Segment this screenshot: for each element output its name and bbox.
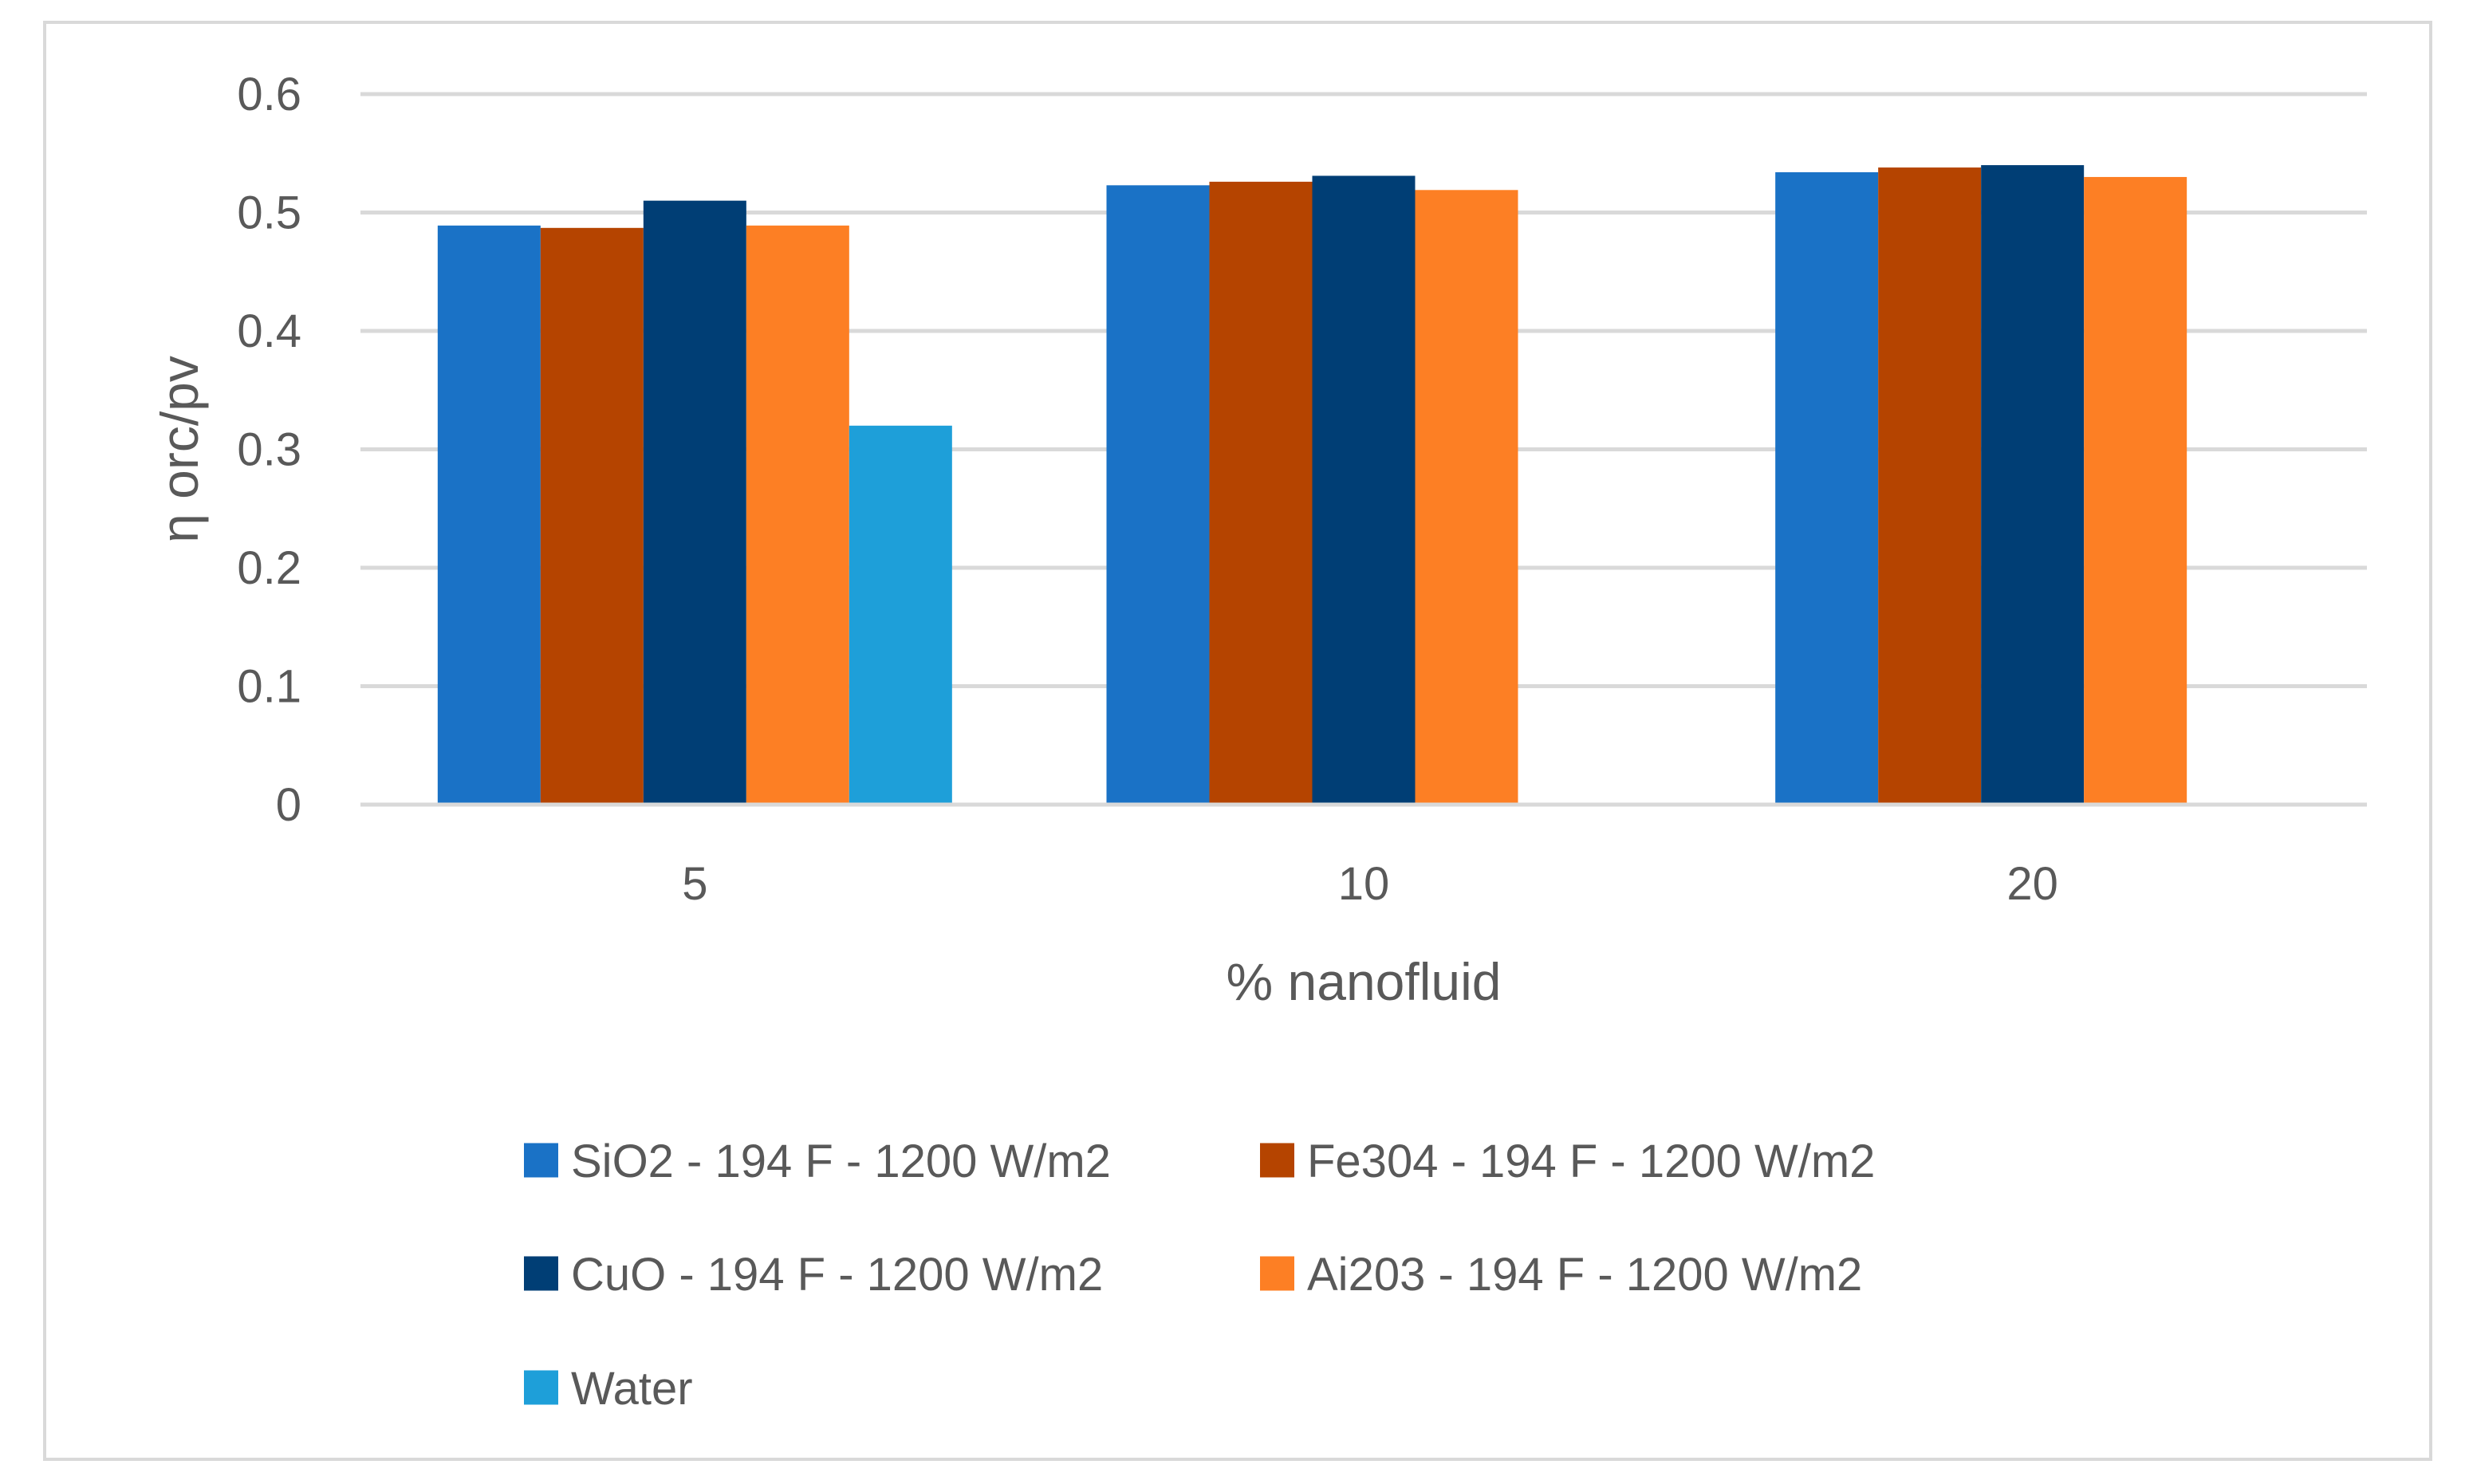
x-tick-label: 5 [682, 858, 707, 910]
bar [1981, 165, 2085, 805]
x-tick-label: 20 [2006, 858, 2058, 910]
y-tick-label: 0.3 [237, 424, 301, 476]
bar [849, 425, 952, 805]
legend-swatch [524, 1143, 558, 1178]
legend-label: SiO2 - 194 F - 1200 W/m2 [571, 1136, 1111, 1187]
bar [1415, 190, 1518, 805]
legend-swatch [524, 1370, 558, 1405]
y-tick-label: 0.6 [237, 69, 301, 120]
bar [1209, 181, 1313, 805]
legend-label: Fe304 - 194 F - 1200 W/m2 [1307, 1136, 1875, 1187]
legend-label: Ai203 - 194 F - 1200 W/m2 [1307, 1249, 1862, 1301]
y-tick-label: 0 [276, 779, 301, 831]
bar [643, 200, 746, 805]
y-tick-label: 0.5 [237, 187, 301, 239]
bar [746, 225, 849, 805]
legend-swatch [1260, 1143, 1294, 1178]
bars [437, 165, 2187, 805]
legend-label: CuO - 194 F - 1200 W/m2 [571, 1249, 1103, 1301]
bar [2084, 176, 2187, 805]
x-axis-title: % nanofluid [1227, 952, 1502, 1011]
bar [1106, 185, 1210, 805]
bar [1775, 172, 1879, 805]
y-tick-label: 0.1 [237, 661, 301, 713]
y-tick-label: 0.2 [237, 542, 301, 594]
bar [1878, 167, 1982, 805]
legend: SiO2 - 194 F - 1200 W/m2 Fe304 - 194 F - … [524, 1136, 1875, 1415]
y-tick-label: 0.4 [237, 305, 301, 357]
y-axis-title: η orc/pv [150, 356, 209, 543]
bar [437, 225, 541, 805]
bar [540, 227, 644, 805]
legend-swatch [1260, 1256, 1294, 1291]
x-tick-label: 10 [1338, 858, 1390, 910]
x-axis-ticks: 5 10 20 [682, 858, 2058, 910]
bar [1312, 175, 1416, 805]
y-axis-ticks: 0 0.1 0.2 0.3 0.4 0.5 0.6 [237, 69, 301, 831]
legend-swatch [524, 1256, 558, 1291]
legend-label: Water [571, 1363, 693, 1415]
